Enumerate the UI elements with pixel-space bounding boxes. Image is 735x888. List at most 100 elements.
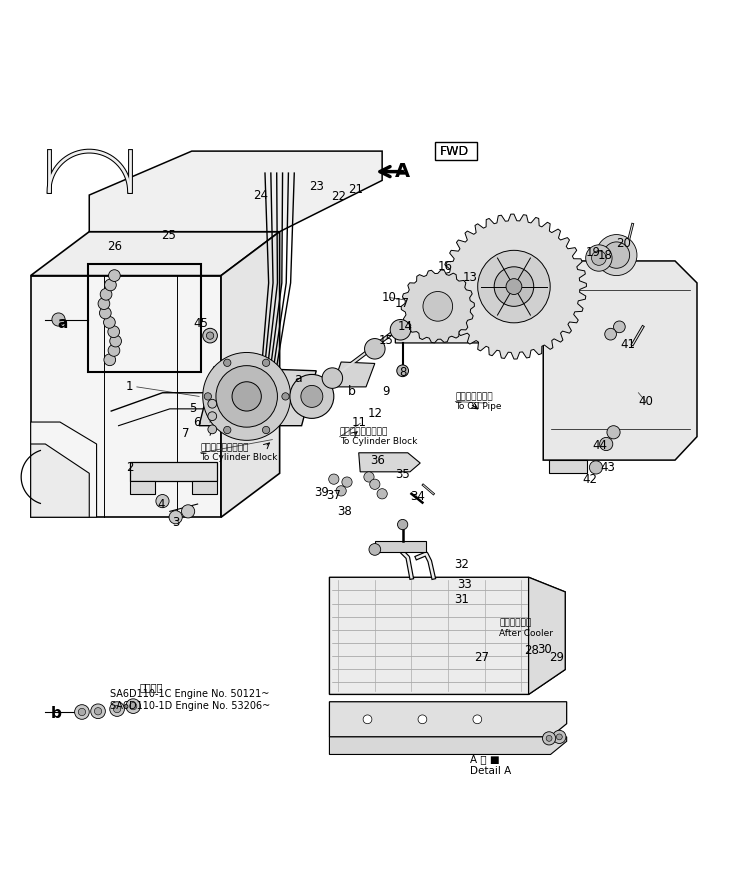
Text: 30: 30 [537, 643, 552, 655]
Text: 12: 12 [368, 407, 382, 420]
Circle shape [208, 412, 217, 421]
Text: 20: 20 [617, 237, 631, 250]
Text: 42: 42 [583, 472, 598, 486]
Text: 10: 10 [382, 291, 397, 304]
Circle shape [494, 266, 534, 306]
Polygon shape [89, 151, 382, 232]
Circle shape [52, 313, 65, 326]
Circle shape [423, 291, 453, 321]
Text: 19: 19 [586, 246, 600, 258]
Bar [87, 264, 201, 372]
Polygon shape [549, 460, 587, 473]
Polygon shape [329, 577, 565, 694]
Circle shape [104, 279, 116, 290]
Circle shape [365, 338, 385, 359]
Text: 25: 25 [161, 229, 176, 242]
Circle shape [203, 329, 218, 343]
Text: 2: 2 [126, 461, 133, 474]
Text: シリンダブロックへ
To Cylinder Block: シリンダブロックへ To Cylinder Block [201, 443, 278, 463]
Circle shape [262, 426, 270, 433]
Circle shape [506, 279, 522, 295]
Circle shape [586, 245, 612, 271]
Circle shape [546, 735, 552, 741]
Polygon shape [401, 270, 474, 343]
Circle shape [322, 368, 343, 388]
Polygon shape [192, 480, 218, 494]
Circle shape [589, 461, 603, 474]
Circle shape [156, 495, 169, 508]
Circle shape [90, 704, 105, 718]
Circle shape [370, 480, 380, 489]
Bar [435, 141, 477, 160]
Polygon shape [31, 232, 279, 275]
Circle shape [282, 392, 289, 400]
Text: 39: 39 [315, 486, 329, 499]
Circle shape [363, 715, 372, 724]
Circle shape [478, 250, 551, 323]
Circle shape [78, 709, 85, 716]
Circle shape [600, 438, 613, 450]
Text: 適用号等: 適用号等 [139, 682, 162, 692]
Text: 4: 4 [157, 497, 165, 511]
Polygon shape [129, 480, 155, 494]
Text: 14: 14 [398, 321, 413, 333]
Text: 40: 40 [638, 395, 653, 408]
Text: オイルパイプへ
To Oil Pipe: オイルパイプへ To Oil Pipe [456, 392, 502, 411]
Text: 41: 41 [620, 338, 636, 351]
Polygon shape [31, 444, 89, 517]
Circle shape [290, 375, 334, 418]
Text: 28: 28 [524, 644, 539, 657]
Text: 3: 3 [172, 516, 179, 529]
Text: 29: 29 [549, 651, 564, 664]
Circle shape [109, 270, 121, 281]
Text: 11: 11 [351, 416, 366, 429]
Circle shape [100, 289, 112, 300]
Text: SA6D110-1C Engine No. 50121~
SA6D110-1D Engine No. 53206~: SA6D110-1C Engine No. 50121~ SA6D110-1D … [110, 689, 270, 711]
Text: 18: 18 [598, 249, 612, 262]
Text: A 詳 ■
Detail A: A 詳 ■ Detail A [470, 754, 511, 775]
Circle shape [75, 705, 89, 719]
Circle shape [216, 366, 277, 427]
Polygon shape [543, 261, 697, 460]
Polygon shape [442, 214, 587, 359]
Text: 24: 24 [253, 188, 268, 202]
Circle shape [98, 297, 110, 310]
Circle shape [614, 321, 625, 333]
Circle shape [336, 486, 346, 496]
Circle shape [169, 511, 182, 524]
Circle shape [377, 488, 387, 499]
Text: 16: 16 [437, 260, 453, 274]
Text: 26: 26 [107, 240, 123, 253]
Circle shape [182, 504, 195, 518]
Text: 17: 17 [395, 297, 410, 310]
Circle shape [556, 734, 562, 740]
Circle shape [329, 474, 339, 484]
Text: 36: 36 [370, 454, 385, 466]
Circle shape [113, 705, 121, 713]
Circle shape [553, 730, 566, 743]
Circle shape [364, 472, 374, 482]
Text: FWD: FWD [440, 145, 468, 157]
Circle shape [104, 354, 115, 366]
Text: 6: 6 [193, 416, 201, 429]
Circle shape [110, 702, 124, 717]
Text: 1: 1 [126, 380, 133, 393]
Circle shape [342, 477, 352, 488]
Circle shape [203, 353, 290, 440]
Circle shape [99, 307, 111, 319]
Polygon shape [375, 541, 426, 552]
Text: 27: 27 [474, 651, 490, 664]
Circle shape [223, 426, 231, 433]
Text: b: b [51, 706, 62, 721]
Text: 33: 33 [456, 578, 472, 591]
Circle shape [207, 332, 214, 339]
Circle shape [129, 702, 137, 710]
Polygon shape [332, 362, 375, 387]
Polygon shape [395, 327, 486, 343]
Polygon shape [329, 737, 567, 755]
Text: 13: 13 [462, 271, 478, 283]
Circle shape [126, 699, 140, 713]
Text: a: a [58, 315, 68, 330]
Text: 15: 15 [379, 334, 393, 346]
Circle shape [592, 250, 606, 266]
